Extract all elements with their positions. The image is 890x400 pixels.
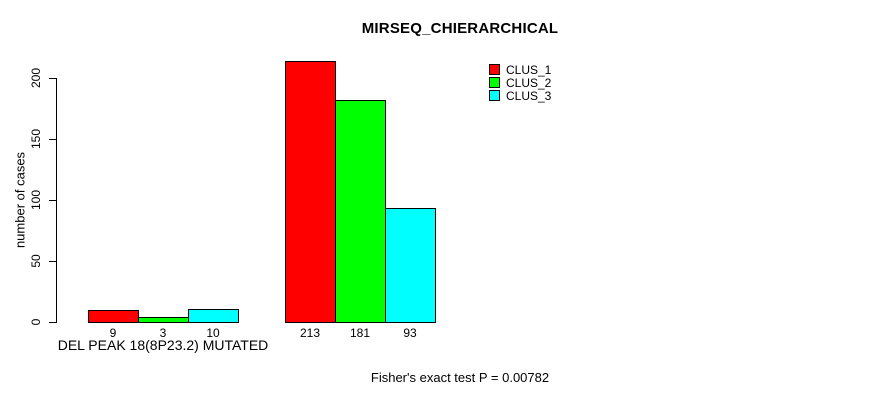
legend-item-clus_1: CLUS_1 [489, 62, 552, 77]
chart-title: MIRSEQ_CHIERARCHICAL [361, 20, 559, 37]
x-axis-group-label: DEL PEAK 18(8P23.2) MUTATED [57, 337, 269, 353]
y-axis-tick-label: 50 [29, 254, 43, 268]
bar-clus_3-group1 [188, 309, 239, 323]
y-axis-tick [49, 200, 56, 201]
legend-item-clus_2: CLUS_2 [489, 75, 552, 90]
legend-swatch-clus_2 [489, 77, 500, 88]
bar-clus_2-group2 [335, 100, 386, 323]
y-axis-tick [49, 78, 56, 79]
legend-swatch-clus_1 [489, 64, 500, 75]
y-axis-tick-label: 200 [29, 67, 43, 89]
legend-label: CLUS_2 [506, 75, 552, 90]
y-axis-tick [49, 139, 56, 140]
legend-label: CLUS_1 [506, 62, 552, 77]
legend-item-clus_3: CLUS_3 [489, 88, 552, 103]
bar-value-label: 10 [206, 326, 220, 340]
bar-value-label: 3 [159, 326, 167, 340]
y-axis-title: number of cases [12, 151, 28, 249]
legend-swatch-clus_3 [489, 90, 500, 101]
bar-value-label: 9 [109, 326, 117, 340]
bar-clus_3-group2 [385, 208, 436, 323]
bar-value-label: 93 [403, 326, 417, 340]
legend-label: CLUS_3 [506, 88, 552, 103]
bar-value-label: 181 [349, 326, 371, 340]
y-axis-tick [49, 322, 56, 323]
y-axis-tick-label: 0 [29, 318, 43, 326]
y-axis-tick-label: 150 [29, 128, 43, 150]
bar-clus_1-group1 [88, 310, 139, 323]
y-axis-tick [49, 261, 56, 262]
annotation-text: Fisher's exact test P = 0.00782 [370, 370, 550, 385]
y-axis-tick-label: 100 [29, 189, 43, 211]
bar-clus_1-group2 [285, 61, 336, 323]
bar-clus_2-group1 [138, 317, 189, 323]
y-axis-line [56, 78, 57, 323]
bar-value-label: 213 [299, 326, 321, 340]
legend: CLUS_1 CLUS_2 CLUS_3 [489, 62, 552, 103]
